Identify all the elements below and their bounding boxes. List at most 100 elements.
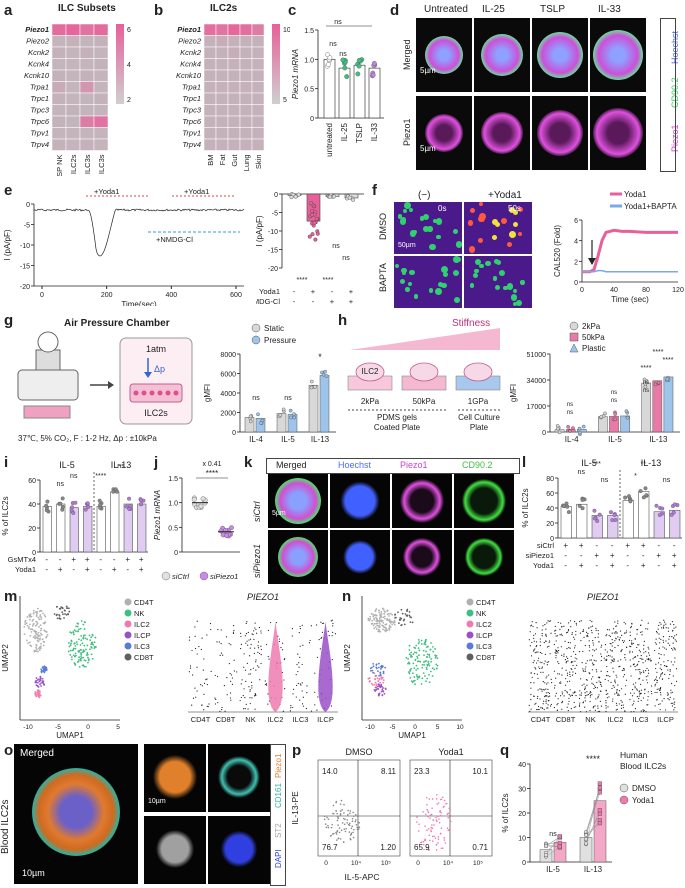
umap-point	[93, 641, 96, 644]
row-label: Yoda1	[259, 287, 280, 296]
violin-point	[600, 681, 602, 683]
plate-label: Coated Plate	[374, 423, 421, 432]
violin-point	[543, 641, 545, 644]
flow-event	[448, 807, 451, 810]
flow-event	[333, 832, 335, 835]
umap-point	[39, 624, 42, 626]
umap-point	[77, 630, 79, 633]
y-tick-label: 20	[28, 526, 36, 533]
hm-cell	[227, 69, 241, 82]
flow-event	[352, 811, 354, 814]
cell-dot	[479, 213, 487, 220]
umap-point	[42, 644, 45, 647]
data-point	[638, 489, 643, 493]
umap-point	[70, 639, 73, 642]
violin-point	[584, 644, 586, 647]
violin-point	[544, 696, 546, 698]
violin-point	[617, 622, 619, 624]
violin-point	[595, 648, 597, 650]
violin-point	[638, 660, 640, 663]
umap-point	[32, 609, 35, 612]
row-value: +	[125, 555, 130, 564]
umap-point	[406, 609, 409, 612]
umap-point	[36, 685, 39, 688]
cell-dot	[452, 269, 459, 277]
umap-point	[83, 628, 86, 630]
flow-event	[343, 812, 345, 814]
violin-point	[249, 673, 252, 675]
cell-dot	[512, 301, 517, 306]
violin-point	[612, 667, 614, 669]
umap-point	[45, 631, 48, 633]
violin-point	[582, 650, 584, 653]
micrograph-tile	[394, 256, 462, 308]
panel-letter-h: h	[338, 312, 348, 329]
umap-point	[80, 655, 82, 658]
violin-point	[539, 688, 541, 690]
violin-point	[569, 689, 571, 691]
violin-point	[668, 638, 670, 640]
violin-point	[640, 699, 642, 702]
violin-point	[674, 648, 676, 650]
violin-point	[301, 663, 303, 666]
violin-point	[646, 667, 648, 670]
violin-point	[555, 654, 557, 657]
violin-point	[667, 669, 669, 671]
violin-point	[539, 661, 541, 663]
violin-point	[614, 646, 616, 649]
umap-point	[72, 654, 75, 657]
violin-point	[660, 673, 662, 675]
violin-point	[674, 707, 676, 709]
flow-event	[347, 809, 349, 812]
data-point	[557, 840, 562, 845]
umap-point	[378, 662, 380, 665]
hm-cell	[79, 69, 95, 82]
row-value: +	[58, 565, 63, 574]
hm-cell	[65, 81, 81, 94]
flow-event	[337, 824, 339, 826]
umap-point	[69, 644, 72, 647]
umap-point	[78, 651, 80, 653]
umap-point	[68, 610, 71, 613]
x-tick-label: -5	[55, 724, 61, 731]
violin-point	[260, 654, 262, 656]
flow-event	[449, 820, 452, 823]
flow-event	[426, 829, 428, 832]
flow-event	[358, 821, 361, 824]
violin-point	[633, 663, 635, 665]
umap-point	[378, 674, 381, 677]
violin-point	[669, 696, 671, 698]
legend-label: DMSO	[632, 784, 656, 793]
umap-point	[35, 621, 38, 623]
umap-point	[71, 658, 73, 661]
violin-point	[674, 685, 676, 687]
pair-line	[545, 836, 561, 847]
violin-point	[616, 632, 618, 634]
umap-n: -10 -5 0 5 10UMAP1UMAP2CD4TNKILC2ILCPILC3CD8…	[343, 596, 496, 740]
violin-point	[328, 635, 330, 637]
violin-point	[555, 629, 557, 631]
violin-point	[632, 664, 634, 666]
violin-point	[617, 684, 619, 686]
violin-point	[567, 630, 570, 632]
data-point	[292, 412, 296, 416]
umap-point	[36, 639, 39, 642]
violin-point	[240, 635, 242, 638]
violin-point	[290, 704, 292, 707]
violin-point	[251, 685, 253, 687]
row-value: +	[594, 551, 599, 560]
violin-point	[613, 671, 615, 673]
violin-point	[545, 640, 547, 642]
violin-point	[631, 651, 634, 653]
violin-point	[559, 634, 561, 636]
f-col-header: (−)	[418, 190, 431, 201]
flow-event	[356, 828, 359, 831]
hm-cell	[239, 81, 253, 94]
violin-point	[530, 624, 533, 626]
umap-point	[80, 634, 83, 637]
violin-point	[299, 656, 301, 658]
umap-point	[81, 642, 84, 645]
cell-dot	[495, 285, 501, 291]
violin-point	[596, 671, 598, 673]
